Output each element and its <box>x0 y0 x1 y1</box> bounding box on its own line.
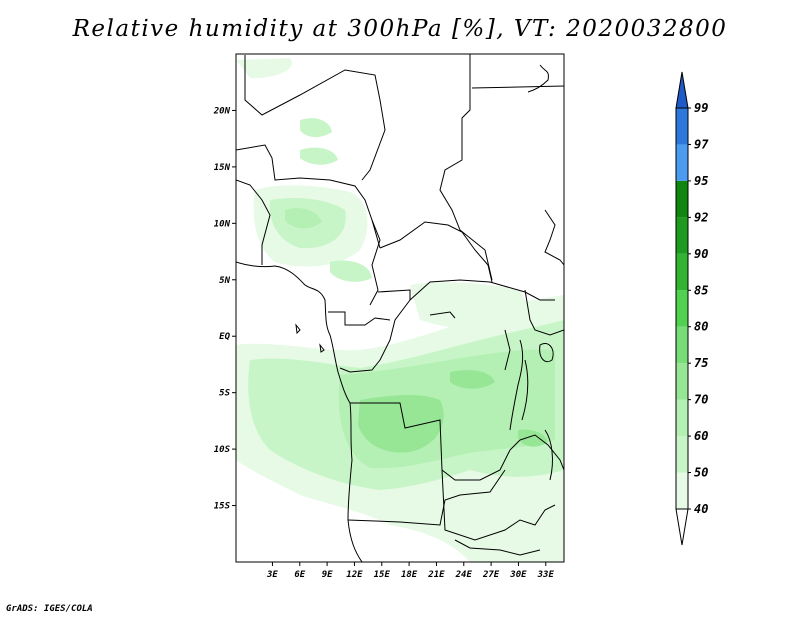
lat-tick-label: 15N <box>214 163 231 173</box>
lon-tick-label: 18E <box>401 570 418 580</box>
humidity-region-50 <box>330 260 372 282</box>
lat-tick-label: 15S <box>214 502 231 512</box>
lon-tick-label: 9E <box>322 570 333 580</box>
colorbar-segment <box>676 144 688 181</box>
lon-tick-label: 6E <box>294 570 305 580</box>
colorbar-label: 50 <box>694 466 708 480</box>
border-line <box>524 289 564 336</box>
lon-tick-label: 12E <box>346 570 363 580</box>
lat-tick-label: EQ <box>219 332 230 342</box>
island <box>429 311 456 319</box>
colorbar-label: 40 <box>694 502 708 516</box>
longitude-axis: 3E 6E 9E 12E 15E 18E 21E 24E 27E 30E 33E <box>266 562 554 580</box>
border-line <box>519 434 564 471</box>
colorbar-label: 70 <box>694 393 708 407</box>
humidity-region-70 <box>450 370 495 389</box>
colorbar-label: 97 <box>694 137 709 151</box>
humidity-region-40 <box>410 282 540 332</box>
border-line <box>347 469 506 526</box>
colorbar-upper-arrow <box>675 71 689 109</box>
lake-outline <box>521 359 529 421</box>
border-line <box>441 469 556 541</box>
lat-tick-label: 5S <box>219 389 230 399</box>
border-line <box>328 311 391 326</box>
lon-tick-label: 15E <box>374 570 391 580</box>
colorbar-segment <box>676 253 688 291</box>
border-line <box>439 54 493 281</box>
colorbar-lower-arrow <box>675 508 689 546</box>
map-frame <box>235 53 565 563</box>
island <box>295 323 301 335</box>
lon-tick-label: 30E <box>509 570 527 580</box>
island <box>319 343 325 353</box>
colorbar-label: 92 <box>694 210 708 224</box>
lon-tick-label: 21E <box>427 570 445 580</box>
colorbar-label: 95 <box>694 174 708 188</box>
colorbar-label: 85 <box>694 283 708 297</box>
colorbar-label: 60 <box>694 429 708 443</box>
border-line <box>379 221 493 283</box>
colorbar-label: 75 <box>694 356 708 370</box>
colorbar-segment <box>676 363 688 400</box>
latitude-axis: 20N 15N 10N 5N EQ 5S 10S 15S <box>213 106 236 512</box>
colorbar-label: 80 <box>694 320 708 334</box>
border-line <box>369 219 381 306</box>
colorbar-segment <box>676 108 688 145</box>
border-line <box>236 144 381 249</box>
border-line <box>236 179 271 265</box>
lat-tick-label: 5N <box>219 276 230 286</box>
humidity-region-40 <box>236 58 292 79</box>
border-line <box>339 289 411 373</box>
colorbar-segment <box>676 180 688 218</box>
coastline <box>236 261 363 562</box>
colorbar-segment <box>676 290 688 327</box>
colorbar-label: 90 <box>694 247 708 261</box>
humidity-region-70 <box>358 395 444 453</box>
lon-tick-label: 3E <box>266 570 278 580</box>
humidity-field <box>236 58 564 562</box>
humidity-region-50 <box>300 147 338 165</box>
colorbar-segment <box>676 436 688 473</box>
colorbar-label: 99 <box>694 101 708 115</box>
colorbar-segment <box>676 217 688 254</box>
border-line <box>471 85 564 89</box>
lake-outline <box>544 429 553 481</box>
lon-tick-label: 24E <box>455 570 473 580</box>
colorbar: 40 50 60 70 75 80 85 90 92 95 97 99 <box>675 71 709 546</box>
lon-tick-label: 27E <box>482 570 500 580</box>
lake-outline <box>509 339 524 431</box>
border-line <box>409 279 555 301</box>
border-line <box>504 329 511 371</box>
border-line <box>454 539 541 556</box>
lon-tick-label: 33E <box>537 570 555 580</box>
colorbar-segment <box>676 326 688 364</box>
humidity-region-50 <box>300 118 332 138</box>
lat-tick-label: 10S <box>214 445 231 455</box>
humidity-region-70 <box>518 429 548 447</box>
lat-tick-label: 10N <box>214 219 231 229</box>
map-title: Relative humidity at 300hPa [%], VT: 202… <box>72 16 728 42</box>
colorbar-segment <box>676 472 688 509</box>
grads-credit: GrADS: IGES/COLA <box>6 604 93 614</box>
lat-tick-label: 20N <box>213 106 231 116</box>
border-line <box>544 209 564 266</box>
border-line <box>244 55 386 181</box>
humidity-region-60 <box>500 398 550 428</box>
country-borders <box>236 54 564 562</box>
colorbar-segment <box>676 399 688 437</box>
humidity-region-60 <box>285 208 322 229</box>
colorbar-frame <box>675 107 689 510</box>
island <box>527 64 549 93</box>
lake-outline <box>539 343 554 363</box>
border-line <box>350 402 521 481</box>
